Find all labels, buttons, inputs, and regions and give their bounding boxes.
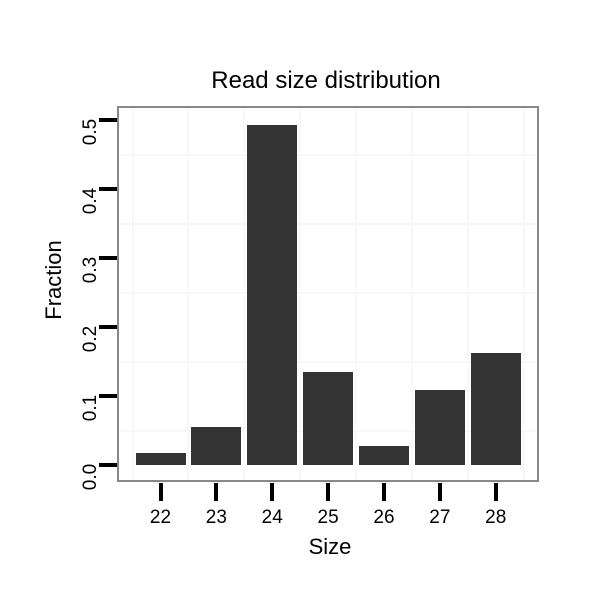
x-axis-tick (158, 483, 163, 501)
y-axis-tick (99, 118, 117, 122)
y-axis-tick-label: 0.1 (80, 394, 101, 422)
y-axis-title: Fraction (41, 240, 66, 320)
y-axis-tick (99, 463, 117, 467)
x-axis-tick-label: 27 (429, 507, 451, 528)
minor-gridline-vertical (187, 108, 190, 480)
bar-size-25 (303, 372, 354, 465)
minor-gridline-vertical (243, 108, 246, 480)
x-axis-tick-label: 28 (485, 507, 507, 528)
x-axis-tick-label: 23 (205, 507, 227, 528)
y-axis-tick (99, 394, 117, 398)
bar-size-28 (470, 353, 521, 465)
y-axis-tick-label: 0.2 (80, 325, 101, 353)
x-axis-tick (214, 483, 219, 501)
y-axis-tick (99, 187, 117, 191)
y-axis-tick-label: 0.3 (80, 256, 101, 284)
x-axis-tick (326, 483, 331, 501)
chart-title: Read size distribution (211, 67, 441, 94)
x-axis-tick-label: 22 (149, 507, 172, 528)
x-axis-tick (270, 483, 275, 501)
y-axis-tick-label: 0.5 (80, 118, 101, 146)
bar-size-27 (414, 390, 465, 465)
x-axis-tick (437, 483, 442, 501)
x-axis-tick-label: 26 (373, 507, 395, 528)
minor-gridline-vertical (299, 108, 302, 480)
bar-size-24 (247, 125, 298, 465)
x-axis-tick (493, 483, 498, 501)
minor-gridline-vertical (522, 108, 525, 480)
y-axis-tick (99, 325, 117, 329)
minor-gridline-vertical (131, 108, 134, 480)
y-axis-tick-label: 0.4 (80, 187, 101, 215)
bar-size-26 (358, 446, 409, 465)
minor-gridline-horizontal (119, 153, 537, 156)
y-axis-tick-label: 0.0 (80, 463, 101, 491)
x-axis-tick-label: 24 (261, 507, 283, 528)
minor-gridline-horizontal (119, 360, 537, 363)
x-axis-title: Size (308, 534, 352, 559)
minor-gridline-horizontal (119, 291, 537, 294)
minor-gridline-horizontal (119, 222, 537, 225)
bar-size-23 (191, 427, 242, 465)
x-axis-tick (381, 483, 386, 501)
plot-panel (117, 106, 539, 482)
minor-gridline-vertical (355, 108, 358, 480)
y-axis-tick (99, 256, 117, 260)
minor-gridline-vertical (466, 108, 469, 480)
bar-size-22 (135, 453, 186, 465)
x-axis-tick-label: 25 (317, 507, 339, 528)
minor-gridline-vertical (410, 108, 413, 480)
